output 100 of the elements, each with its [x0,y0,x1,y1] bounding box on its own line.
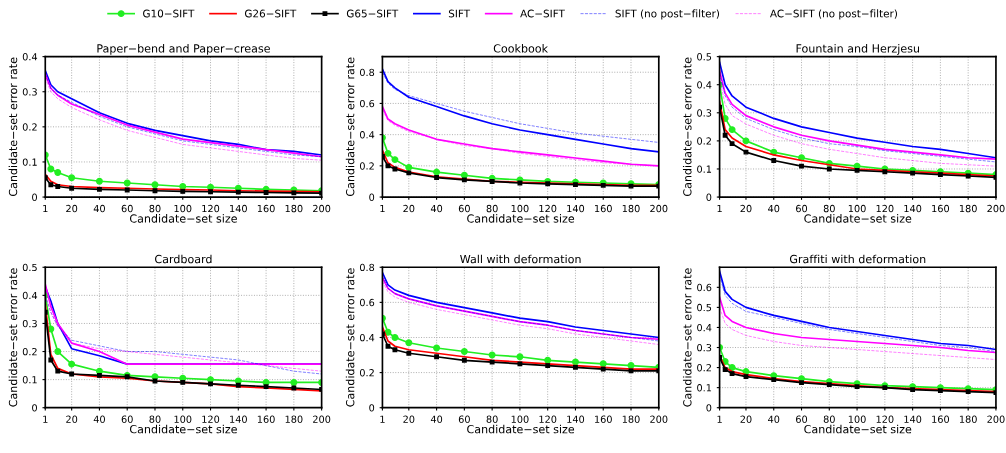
x-tick-label: 40 [430,415,443,423]
x-tick-label: 140 [904,415,922,423]
y-tick-label: 0.4 [697,81,712,89]
x-tick-label: 40 [93,415,105,423]
x-tick-label: 20 [66,415,78,423]
x-tick-label: 120 [539,415,557,423]
y-tick-label: 0.1 [697,384,712,392]
y-tick-label: 0.1 [22,376,37,384]
x-tick-label: 200 [313,415,331,423]
x-tick-label: 180 [959,204,977,213]
x-tick-label: 200 [650,415,668,423]
x-tick-label: 100 [511,204,529,213]
x-axis-title: Candidate−set size [129,214,237,223]
x-tick-label: 100 [174,415,192,423]
x-tick-label: 180 [622,204,640,213]
y-tick-label: 0 [369,404,375,412]
x-tick-label: 20 [740,415,752,423]
x-tick-label: 60 [796,204,808,213]
chart-title: Paper−bend and Paper−crease [97,44,270,55]
y-tick-label: 0.2 [22,123,37,131]
y-tick-label: 0 [706,404,712,412]
chart-title: Cardboard [155,254,212,264]
y-tick-label: 0.1 [22,158,37,166]
y-tick-label: 0.1 [697,165,712,173]
x-tick-label: 80 [486,415,498,423]
x-tick-label: 180 [622,415,640,423]
y-tick-label: 0 [32,404,37,412]
x-tick-label: 160 [595,415,612,423]
legend-label: G26−SIFT [244,9,297,18]
x-tick-label: 140 [567,204,585,213]
x-tick-label: 80 [823,204,835,213]
legend-label: G65−SIFT [346,9,399,18]
y-tick-label: 0.2 [359,162,374,170]
x-tick-label: 100 [174,204,192,213]
x-axis-title: Candidate−set size [129,424,237,434]
chart-title: Cookbook [493,44,549,53]
y-axis-title: Candidate−set error rate [345,57,355,197]
x-tick-label: 120 [876,415,894,423]
x-tick-label: 80 [149,415,161,423]
y-tick-label: 0.6 [359,298,375,307]
x-axis-title: Candidate−set size [804,214,912,223]
y-tick-label: 0 [706,193,712,201]
y-tick-label: 0.4 [697,323,712,332]
y-tick-label: 0.8 [359,68,375,77]
y-tick-label: 0.4 [22,291,38,300]
x-tick-label: 60 [458,204,470,213]
x-tick-label: 60 [121,204,133,213]
y-tick-label: 0.4 [22,53,38,61]
y-tick-label: 0.2 [359,369,374,377]
legend-label: AC−SIFT [520,9,565,18]
x-tick-label: 60 [796,415,808,423]
legend-label: SIFT (no post−filter) [615,9,720,20]
x-tick-label: 180 [959,415,977,423]
y-tick-label: 0.5 [697,53,712,61]
chart-title: Graffiti with deformation [789,254,926,264]
x-tick-label: 20 [740,204,752,213]
y-tick-label: 0.5 [697,303,712,312]
chart-title: Fountain and Herzjesu [796,44,919,55]
x-tick-label: 160 [257,415,275,423]
y-tick-label: 0.5 [22,263,37,272]
x-tick-label: 1 [43,415,48,423]
y-tick-label: 0.3 [22,319,37,328]
x-tick-label: 200 [313,204,331,213]
x-tick-label: 120 [202,204,220,213]
y-tick-label: 0 [32,193,37,201]
x-tick-label: 1 [380,415,385,423]
x-tick-label: 180 [285,204,303,213]
x-tick-label: 40 [93,204,105,213]
x-tick-label: 60 [121,415,133,423]
x-tick-label: 100 [511,415,529,423]
legend-label: SIFT [448,9,471,18]
x-tick-label: 80 [486,204,498,213]
legend-label: AC−SIFT (no post−filter) [769,9,897,20]
y-axis-title: Candidate−set error rate [345,268,355,407]
x-tick-label: 1 [717,415,722,423]
x-axis-title: Candidate−set size [467,214,575,223]
x-tick-label: 160 [932,415,950,423]
x-tick-label: 120 [876,204,894,213]
y-axis-title: Candidate−set error rate [8,268,18,407]
x-tick-label: 1 [43,204,48,213]
x-tick-label: 200 [987,415,1005,423]
x-tick-label: 40 [768,204,780,213]
x-tick-label: 200 [650,204,668,213]
y-tick-label: 0.3 [22,88,37,96]
x-axis-title: Candidate−set size [804,424,912,434]
y-tick-label: 0.4 [359,131,375,139]
x-tick-label: 180 [285,415,303,423]
x-tick-label: 140 [567,415,585,423]
x-tick-label: 20 [403,415,415,423]
y-tick-label: 0.2 [697,137,711,145]
x-tick-label: 40 [430,204,443,213]
y-axis-title: Candidate−set error rate [682,57,692,197]
x-tick-label: 60 [458,415,470,423]
y-tick-label: 0.3 [697,343,712,352]
x-tick-label: 140 [904,204,922,213]
x-tick-label: 160 [932,204,950,213]
y-tick-label: 0.8 [359,263,375,272]
y-tick-label: 0.6 [697,283,712,292]
x-tick-label: 100 [848,415,866,423]
x-tick-label: 80 [149,204,161,213]
